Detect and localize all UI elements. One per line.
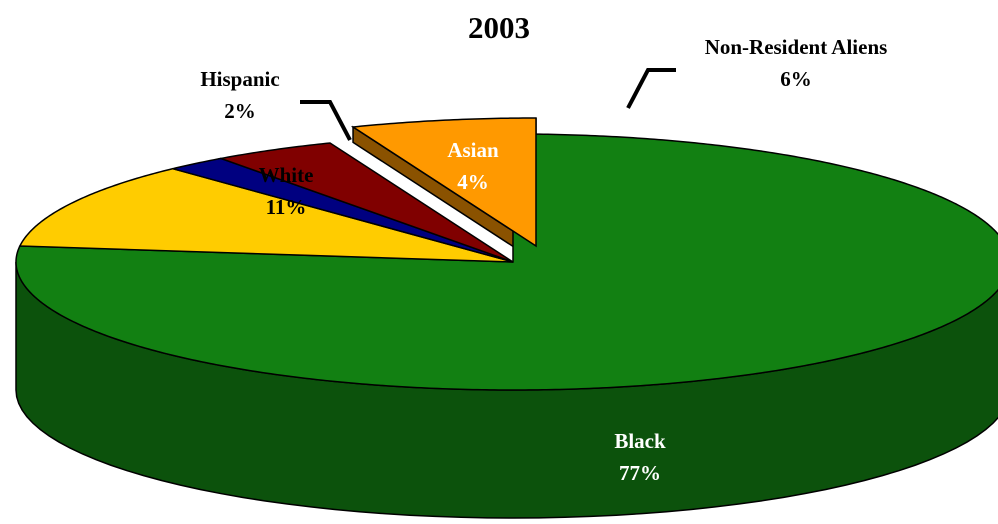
data-label-percent-asian: 4%	[457, 170, 489, 194]
slice-hispanic	[172, 157, 514, 263]
slice-asian	[217, 142, 514, 263]
slice-white	[18, 167, 514, 263]
leader-line-non-resident-aliens	[626, 68, 676, 109]
leader-line-hispanic	[300, 100, 352, 141]
data-label-percent-white: 11%	[266, 195, 307, 219]
data-label-black: Black	[614, 429, 666, 453]
data-label-non-resident-aliens: Non-Resident Aliens	[705, 35, 888, 59]
pie-tops	[15, 117, 998, 391]
data-label-percent-non-resident-aliens: 6%	[780, 67, 812, 91]
data-label-hispanic: Hispanic	[200, 67, 279, 91]
data-label-white: White	[259, 163, 314, 187]
data-label-percent-hispanic: 2%	[224, 99, 256, 123]
slice-non-resident-aliens	[350, 117, 537, 248]
chart-title: 2003	[468, 10, 530, 45]
data-label-percent-black: 77%	[619, 461, 661, 485]
pie-labels: Black 77% White 11% Hispanic 2% Asian 4% Non-Res…	[200, 35, 887, 485]
data-label-asian: Asian	[447, 138, 499, 162]
